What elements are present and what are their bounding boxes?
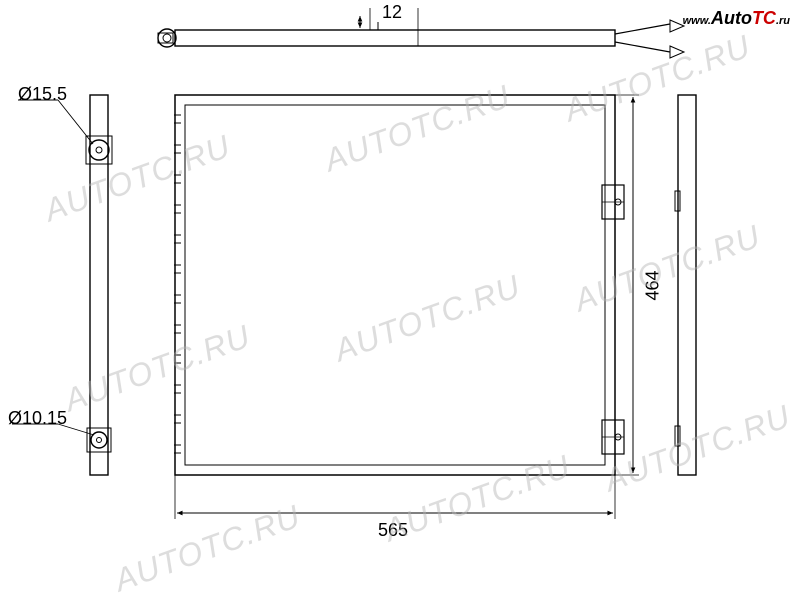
dim-top-thickness: 12: [382, 2, 402, 23]
logo-highlight: TC: [752, 8, 776, 28]
logo-name: Auto: [711, 8, 752, 28]
logo-suffix: .ru: [776, 15, 790, 27]
site-logo: www.AutoTC.ru: [683, 8, 790, 29]
dim-height: 464: [643, 270, 664, 300]
logo-prefix: www.: [683, 15, 711, 27]
technical-drawing: [0, 0, 800, 600]
dim-width: 565: [378, 520, 408, 541]
dim-port2-dia: Ø10.15: [8, 408, 67, 429]
dim-port1-dia: Ø15.5: [18, 84, 67, 105]
